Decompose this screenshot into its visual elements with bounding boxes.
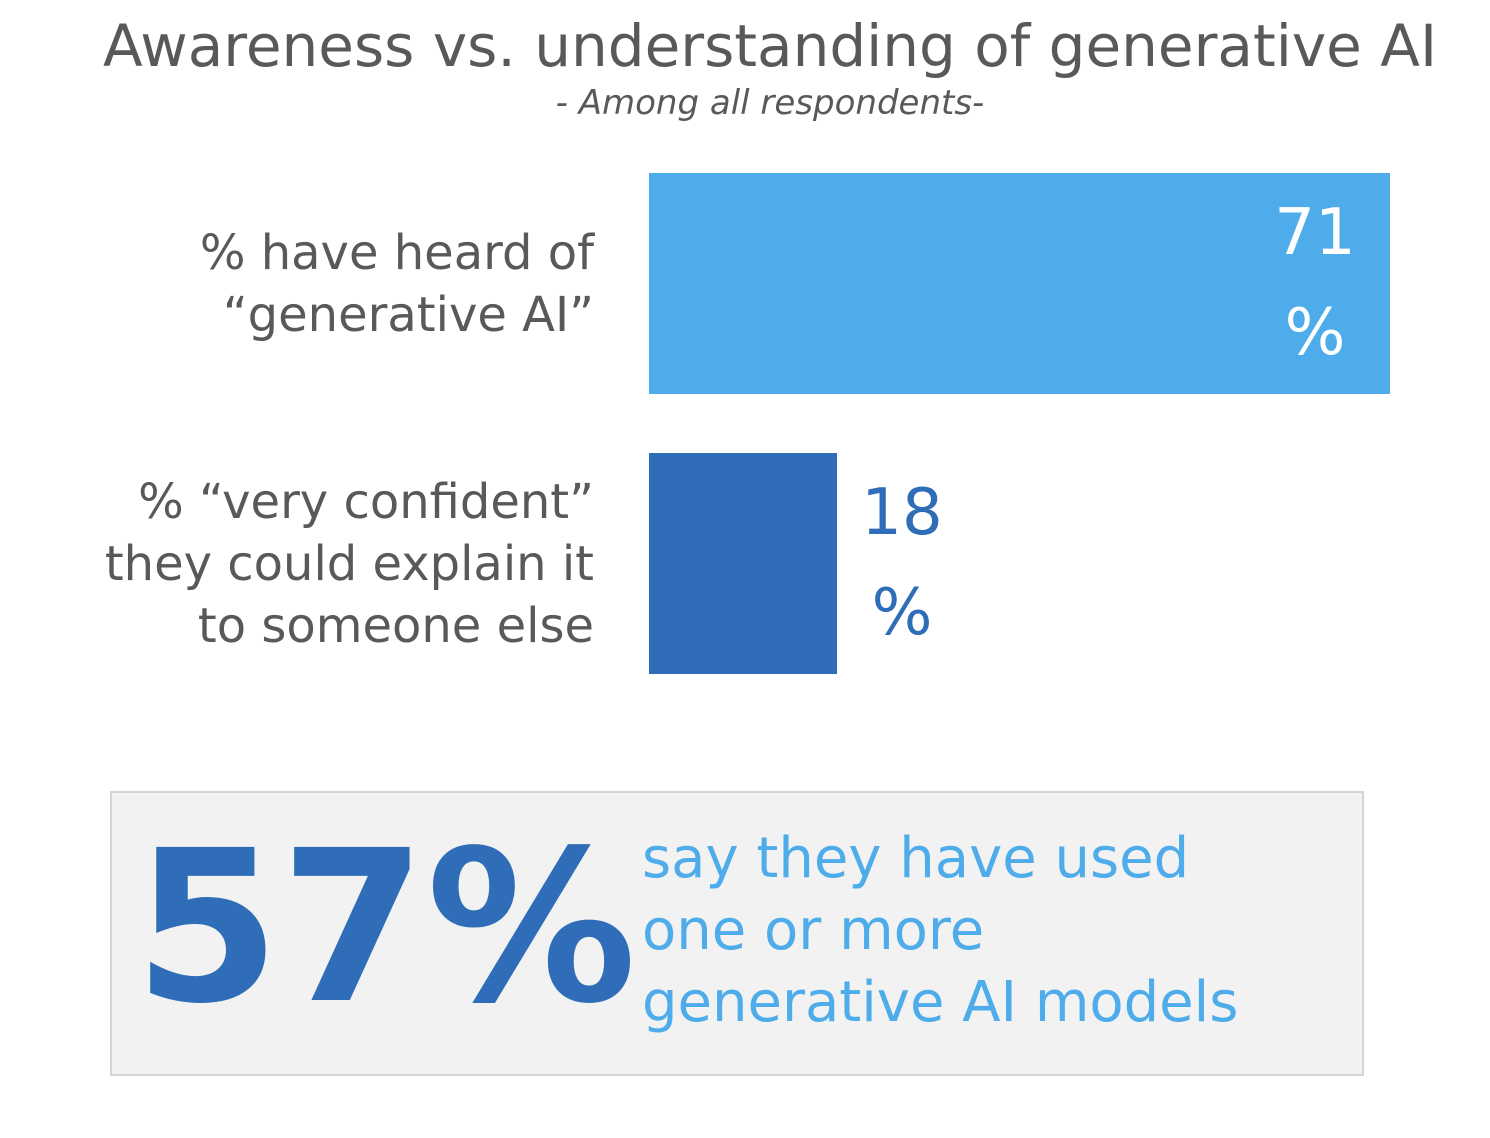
- bar: [649, 453, 837, 674]
- category-label-line: % “very confident”: [138, 473, 594, 530]
- category-label: % have heard of “generative AI”: [200, 222, 594, 346]
- data-label-line: 18: [861, 476, 943, 550]
- data-label-line: 71: [1274, 196, 1356, 270]
- chart-title: Awareness vs. understanding of generativ…: [102, 12, 1438, 80]
- data-label: 18%: [847, 463, 957, 663]
- stat-callout-box: 57% say they have used one or more gener…: [110, 791, 1364, 1076]
- stat-callout-line: say they have used: [642, 826, 1190, 891]
- chart-subtitle: - Among all respondents-: [555, 83, 985, 123]
- stat-callout-value: 57%: [134, 805, 637, 1050]
- category-label-line: they could explain it: [104, 535, 594, 592]
- stat-callout-line: one or more: [642, 898, 985, 963]
- category-label: % “very confident” they could explain it t…: [105, 471, 594, 657]
- stat-callout-line: generative AI models: [642, 970, 1239, 1035]
- category-label-line: to someone else: [197, 597, 594, 654]
- category-label-line: % have heard of: [199, 224, 594, 281]
- data-label-line: %: [1284, 296, 1346, 370]
- stat-callout-description: say they have used one or more generativ…: [642, 823, 1238, 1039]
- bar: [649, 173, 1390, 394]
- data-label: 71%: [1260, 183, 1370, 383]
- data-label-line: %: [871, 576, 933, 650]
- category-label-line: “generative AI”: [222, 286, 594, 343]
